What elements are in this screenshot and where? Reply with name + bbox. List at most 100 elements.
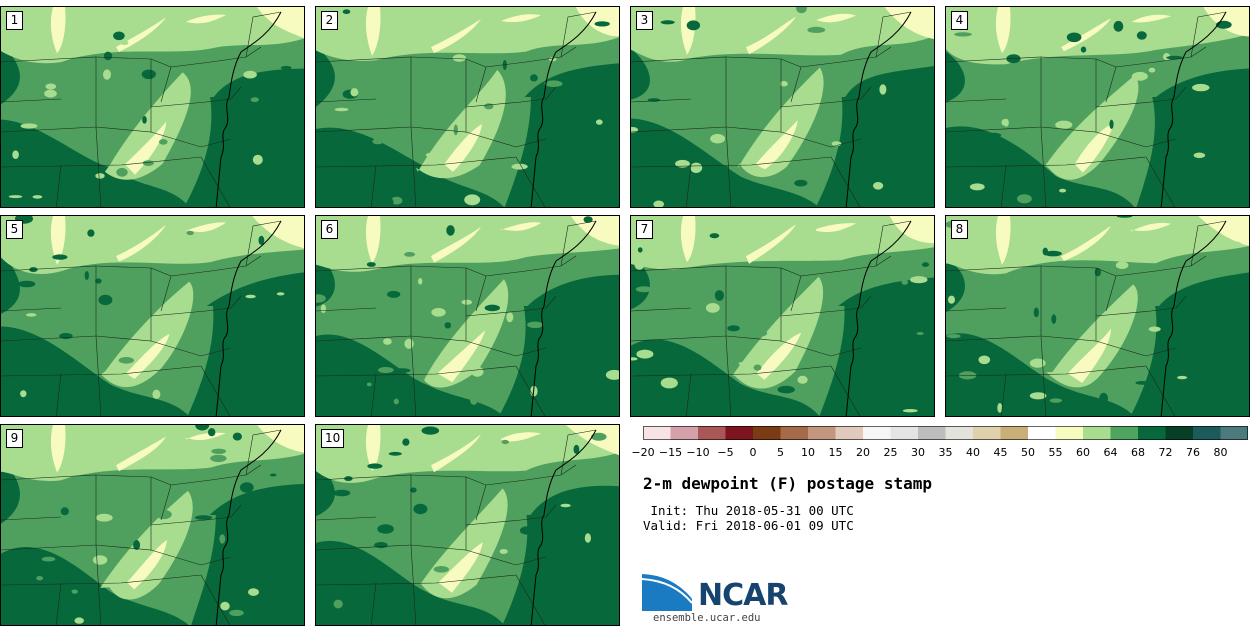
state-boundary (316, 265, 412, 342)
dewpoint-speckle (402, 438, 410, 446)
dewpoint-speckle (595, 119, 603, 125)
coastline (845, 220, 912, 416)
colorbar-tick-label: 68 (1131, 446, 1145, 459)
dewpoint-high-atlantic (504, 63, 619, 207)
dewpoint-speckle (954, 32, 972, 37)
dewpoint-speckle (1001, 119, 1008, 126)
state-boundary (1000, 164, 1007, 207)
colorbar-tick-label: 80 (1213, 446, 1228, 459)
panel-number-label: 2 (321, 11, 338, 30)
dewpoint-speckle (152, 389, 161, 399)
colorbar-tick-label: 35 (938, 446, 953, 459)
lake-michigan (365, 216, 381, 264)
state-boundary (1190, 220, 1227, 267)
state-boundary (95, 310, 207, 342)
dewpoint-speckle (253, 443, 264, 448)
dewpoint-speckle (780, 81, 788, 87)
lake-ontario (501, 14, 541, 23)
dewpoint-speckle (1166, 55, 1183, 60)
lake-michigan (365, 425, 381, 472)
dewpoint-speckle (342, 9, 351, 14)
dewpoint-speckle (797, 375, 808, 384)
dewpoint-speckle (584, 533, 591, 543)
lake-ontario (501, 222, 541, 231)
colorbar-tick-label: 0 (749, 446, 757, 459)
dewpoint-speckle (732, 25, 746, 35)
colorbar-swatch (863, 426, 891, 440)
state-boundary (205, 504, 242, 521)
state-boundary (410, 126, 417, 207)
state-boundary (410, 544, 417, 625)
colorbar-swatch (1000, 426, 1029, 440)
dewpoint-speckle (591, 432, 607, 441)
dewpoint-speckle (777, 385, 795, 394)
dewpoint-lowest-ridge (438, 542, 483, 593)
colorbar-swatch (1193, 426, 1221, 440)
dewpoint-speckle (709, 233, 720, 239)
lake-michigan (365, 7, 381, 56)
dewpoint-speckle (141, 69, 156, 80)
colorbar-swatch (1110, 426, 1139, 440)
dewpoint-speckle (367, 463, 383, 469)
dewpoint-speckle (631, 127, 639, 133)
dewpoint-high-west (316, 254, 335, 307)
dewpoint-speckle (391, 318, 405, 326)
dewpoint-speckle (387, 198, 394, 206)
dewpoint-speckle (722, 165, 730, 175)
dewpoint-low-north (1, 216, 304, 274)
state-boundary (210, 464, 262, 481)
colorbar-swatch (1220, 426, 1248, 440)
dewpoint-speckle (634, 259, 645, 270)
dewpoint-speckle (45, 83, 57, 90)
map-panel-5: 5 (0, 215, 305, 417)
map-panel-8: 8 (945, 215, 1250, 417)
dewpoint-speckle (103, 69, 111, 80)
dewpoint-speckle (1042, 247, 1048, 256)
state-boundary (245, 429, 282, 476)
panel-number-label: 1 (6, 11, 23, 30)
dewpoint-low-appalachian (732, 276, 824, 389)
dewpoint-speckle (1115, 261, 1129, 269)
state-boundary (150, 476, 172, 486)
state-boundary (1040, 56, 1097, 107)
state-boundary (55, 164, 62, 207)
colorbar-tick-label: −5 (717, 446, 734, 459)
state-boundary (725, 310, 837, 342)
state-boundary (465, 58, 487, 68)
dewpoint-speckle (1177, 375, 1188, 380)
dewpoint-speckle (879, 84, 887, 95)
dewpoint-speckle (418, 278, 423, 285)
state-boundary (245, 220, 282, 267)
dewpoint-high-west (1, 251, 20, 314)
dewpoint-speckle (1148, 67, 1156, 73)
dewpoint-speckle (374, 542, 388, 549)
dewpoint-speckle (1066, 32, 1082, 43)
dewpoint-speckle (60, 507, 69, 516)
dewpoint-speckle (395, 138, 401, 142)
dewpoint-speckle (675, 159, 690, 168)
dewpoint-high-southwest (316, 334, 504, 416)
dewpoint-speckle (393, 368, 411, 373)
lake-ontario (1131, 222, 1171, 232)
dewpoint-speckle (1135, 381, 1149, 385)
state-boundary (316, 156, 517, 168)
state-boundary (515, 365, 546, 416)
dewpoint-speckle (519, 526, 534, 535)
dewpoint-speckle (738, 361, 750, 366)
dewpoint-speckle (159, 139, 168, 145)
dewpoint-speckle (710, 133, 725, 144)
dewpoint-speckle (484, 103, 494, 110)
state-boundary (1, 156, 202, 168)
dewpoint-speckle (36, 576, 43, 581)
colorbar-tick-label: 25 (883, 446, 898, 459)
dewpoint-speckle (1055, 120, 1073, 129)
dewpoint-low-north (316, 216, 619, 272)
state-boundary (200, 156, 231, 207)
state-boundary (835, 295, 872, 312)
dewpoint-speckle (1051, 314, 1057, 324)
dewpoint-low-appalachian (737, 67, 824, 178)
dewpoint-speckle (204, 249, 214, 259)
dewpoint-speckle (969, 183, 985, 191)
dewpoint-speckle (873, 182, 884, 190)
dewpoint-speckle (1212, 355, 1222, 361)
